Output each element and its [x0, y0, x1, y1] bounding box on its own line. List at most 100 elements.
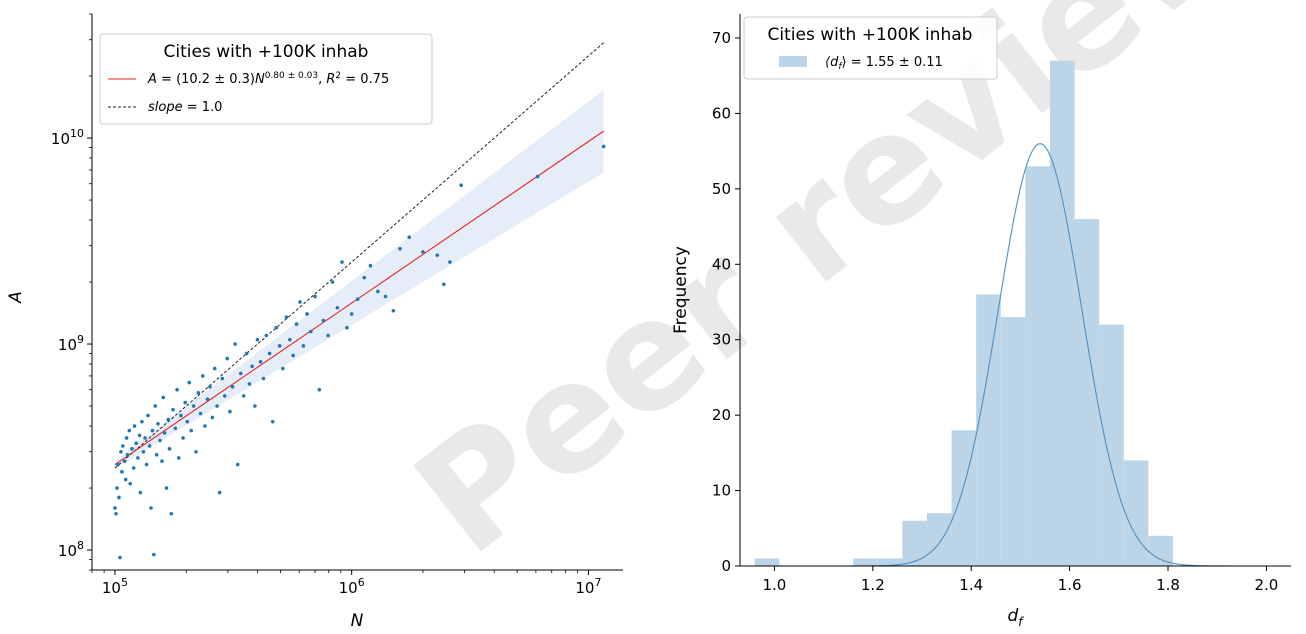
scatter-point-13: [127, 428, 132, 433]
scatter-point-54: [196, 390, 201, 395]
scatter-legend-slope-label: slope = 1.0: [148, 100, 222, 115]
histogram-bar-0: [754, 558, 780, 566]
histogram-bar-9: [976, 294, 1001, 566]
scatter-point-96: [321, 318, 326, 323]
histogram-bar-13: [1074, 219, 1100, 566]
scatter-point-62: [215, 404, 219, 408]
histogram-legend-title: Cities with +100K inhab: [768, 25, 973, 45]
scatter-point-110: [407, 235, 412, 240]
scatter-point-49: [185, 419, 190, 424]
histogram-x-tick-label-1: 1.2: [861, 576, 885, 594]
scatter-point-108: [391, 308, 396, 313]
histogram-bar-10: [1000, 317, 1026, 566]
histogram-bar-6: [902, 520, 927, 566]
scatter-point-73: [244, 351, 249, 356]
scatter-point-28: [149, 506, 153, 510]
scatter-point-33: [156, 421, 160, 426]
scatter-point-113: [442, 282, 446, 287]
scatter-point-7: [120, 469, 124, 474]
scatter-point-93: [309, 329, 313, 334]
scatter-point-82: [270, 419, 275, 424]
fit-label-sep: ,: [318, 72, 326, 87]
histogram-y-tick-label-1: 10: [712, 482, 731, 500]
histogram-bars: [754, 60, 1173, 566]
histogram-bar-7: [926, 513, 952, 566]
slope-reference-line: [114, 42, 604, 469]
fit-label-r: R: [326, 72, 335, 87]
scatter-y-tick-label-0: 108: [58, 539, 84, 560]
scatter-point-3: [116, 462, 120, 467]
histogram-legend: Cities with +100K inhab ⟨df⟩ = 1.55 ± 0.…: [743, 16, 998, 80]
scatter-point-39: [166, 417, 171, 422]
histogram-y-tick-label-2: 20: [712, 406, 731, 424]
scatter-point-35: [160, 459, 164, 463]
scatter-point-76: [253, 404, 257, 408]
scatter-x-tick-label-1: 106: [339, 576, 365, 597]
scatter-points: [113, 144, 606, 560]
fit-label-coefficient: = (10.2 ± 0.3): [157, 72, 255, 87]
histogram-legend-entry: ⟨df⟩ = 1.55 ± 0.11: [825, 55, 943, 72]
scatter-point-47: [181, 436, 185, 440]
histogram-y-axis-label: Frequency: [671, 246, 691, 334]
scatter-point-38: [164, 486, 169, 490]
histogram-x-tick-label-3: 1.6: [1058, 576, 1082, 594]
scatter-point-11: [124, 436, 129, 440]
scatter-point-79: [261, 376, 266, 381]
scatter-point-58: [205, 397, 210, 401]
scatter-x-tick-label-0: 105: [102, 576, 128, 597]
scatter-legend-fit-label: A = (10.2 ± 0.3)N0.80 ± 0.03, R2 = 0.75: [147, 71, 389, 87]
scatter-point-97: [326, 333, 330, 338]
scatter-point-55: [198, 411, 203, 416]
scatter-point-26: [146, 413, 150, 418]
scatter-point-43: [173, 426, 178, 431]
scatter-point-29: [150, 428, 155, 433]
scatter-point-63: [217, 490, 222, 495]
scatter-point-9: [122, 459, 127, 463]
scatter-point-66: [225, 356, 230, 361]
fit-label-r-exp: 2: [335, 71, 341, 81]
scatter-x-ticks: 105 106 107: [91, 570, 601, 597]
scatter-point-19: [136, 456, 140, 460]
scatter-point-0: [113, 506, 117, 510]
scatter-point-22: [140, 419, 144, 424]
scatter-point-78: [258, 359, 263, 364]
scatter-point-31: [153, 404, 158, 408]
scatter-point-64: [220, 376, 225, 381]
scatter-point-46: [179, 413, 183, 418]
legend-entry-rest: ⟩ = 1.55 ± 0.11: [842, 55, 943, 70]
scatter-point-109: [398, 246, 402, 251]
scatter-point-41: [169, 511, 174, 516]
histogram-x-axis-label-base: d: [1007, 606, 1018, 626]
scatter-point-115: [459, 183, 463, 188]
confidence-band: [114, 89, 604, 469]
scatter-point-104: [362, 275, 367, 280]
scatter-point-12: [125, 452, 130, 457]
slope-label-value: = 1.0: [183, 100, 223, 115]
scatter-point-91: [301, 344, 306, 348]
scatter-point-30: [152, 552, 156, 557]
scatter-point-16: [131, 466, 136, 470]
scatter-point-23: [141, 449, 146, 454]
scatter-point-68: [230, 384, 235, 389]
scatter-point-44: [175, 387, 179, 392]
scatter-point-111: [421, 250, 425, 254]
scatter-point-60: [210, 415, 215, 420]
histogram-x-tick-label-0: 1.0: [763, 576, 787, 594]
scatter-point-21: [138, 490, 143, 495]
scatter-point-37: [162, 431, 167, 435]
histogram-y-ticks: 0 10 20 30 40 50 60 70: [712, 29, 740, 575]
scatter-point-17: [132, 424, 137, 428]
scatter-point-52: [191, 404, 196, 408]
histogram-bar-14: [1099, 324, 1124, 566]
histogram-bar-5: [877, 558, 903, 566]
scatter-point-6: [119, 449, 123, 454]
scatter-point-50: [187, 380, 192, 385]
scatter-point-103: [355, 297, 360, 302]
scatter-point-4: [117, 495, 121, 500]
histogram-y-tick-label-5: 50: [712, 180, 731, 198]
scatter-point-86: [284, 315, 289, 319]
fit-label-n: N: [255, 72, 265, 87]
scatter-y-tick-label-2: 1010: [51, 127, 84, 148]
scatter-point-18: [134, 441, 139, 446]
fit-label-a: A: [147, 72, 157, 87]
